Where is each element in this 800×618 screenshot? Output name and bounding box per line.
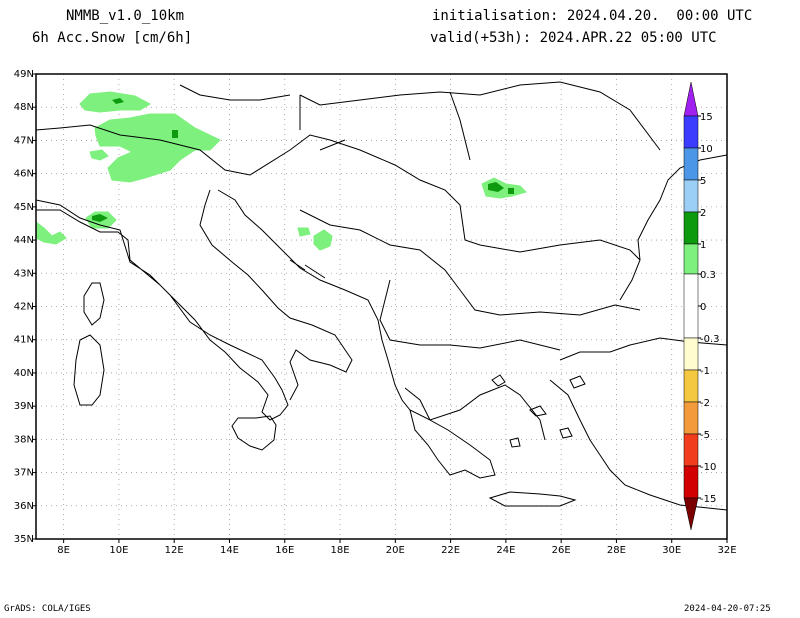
island-3 <box>559 427 573 439</box>
colorbar-label: -5 <box>700 430 710 441</box>
lon-tick-label: 28E <box>607 545 626 556</box>
lat-tick-label: 45N <box>14 202 34 213</box>
borders-north <box>179 84 471 161</box>
snow-area-alps-west <box>89 149 109 161</box>
lat-tick-label: 46N <box>14 169 34 180</box>
snow-core-alps-2 <box>172 130 178 138</box>
lon-tick-label: 32E <box>717 545 736 556</box>
snow-area-w-alps <box>36 221 67 245</box>
colorbar-label: 5 <box>700 176 706 187</box>
colorbar-segment <box>683 273 699 339</box>
corsica-coastline <box>83 282 105 326</box>
colorbar-segment <box>683 401 699 435</box>
snow-area-alps-main <box>94 113 221 183</box>
sardinia-coastline <box>73 334 105 406</box>
colorbar-label: 0.3 <box>700 270 716 281</box>
sicily-coastline <box>231 415 277 451</box>
snow-core-wcarp <box>508 188 514 194</box>
colorbar-label: 1 <box>700 240 706 251</box>
lat-tick-label: 35N <box>14 534 34 545</box>
lon-tick-label: 8E <box>57 545 70 556</box>
colorbar-segment <box>683 433 699 467</box>
colorbar-bottom-arrow <box>683 497 699 531</box>
lat-tick-label: 37N <box>14 468 34 479</box>
lon-tick-label: 30E <box>662 545 681 556</box>
lon-tick-label: 12E <box>165 545 184 556</box>
borders-south <box>379 279 561 351</box>
lon-tick-label: 14E <box>220 545 239 556</box>
colorbar-label: 10 <box>700 144 713 155</box>
colorbar-label: -0.3 <box>700 334 720 345</box>
field-title: 6h Acc.Snow [cm/6h] <box>32 30 193 46</box>
colorbar-segment <box>683 147 699 181</box>
turkey-coastline <box>549 337 727 511</box>
crete-coastline <box>488 491 577 507</box>
lat-tick-label: 42N <box>14 302 34 313</box>
lat-tick-label: 41N <box>14 335 34 346</box>
lat-tick-label: 38N <box>14 434 34 445</box>
colorbar-top-arrow <box>683 81 699 117</box>
island-2 <box>529 405 547 417</box>
colorbar: 15 10 5 2 1 0.3 0 -0.3 -1 -2 -5 -10 -15 <box>683 81 720 531</box>
footer-right: 2024-04-20-07:25 <box>684 604 771 614</box>
colorbar-segment <box>683 115 699 149</box>
lat-tick-labels: 35N 36N 37N 38N 39N 40N 41N 42N 43N 44N 45N 46N 47N 4… <box>14 69 36 545</box>
colorbar-label: 2 <box>700 208 706 219</box>
lon-tick-label: 10E <box>109 545 128 556</box>
borders-danube <box>299 81 661 151</box>
model-title: NMMB_v1.0_10km <box>66 8 185 24</box>
lat-tick-label: 49N <box>14 69 34 80</box>
colorbar-segment <box>683 179 699 213</box>
lat-tick-label: 48N <box>14 102 34 113</box>
snow-area-dinaric <box>297 227 311 237</box>
island-6 <box>289 139 346 279</box>
italy-coastline <box>36 199 289 421</box>
colorbar-segment <box>683 337 699 371</box>
lon-tick-label: 20E <box>386 545 405 556</box>
lat-tick-label: 40N <box>14 368 34 379</box>
colorbar-segment <box>683 211 699 245</box>
snow-core-carpathians <box>488 182 504 192</box>
lon-tick-labels: 8E 10E 12E 14E 16E 18E 20E 22E 24E 26E 28E 30E 32E <box>57 539 737 556</box>
lat-tick-label: 43N <box>14 268 34 279</box>
lon-tick-label: 22E <box>441 545 460 556</box>
colorbar-label: -10 <box>700 462 716 473</box>
island-4 <box>509 437 521 448</box>
colorbar-segment <box>683 369 699 403</box>
colorbar-label: -15 <box>700 494 716 505</box>
greece-coastline <box>404 387 496 479</box>
italy-east-coast <box>199 189 353 401</box>
colorbar-segment <box>683 465 699 499</box>
snow-area-montenegro <box>313 229 333 251</box>
island-5 <box>569 375 586 389</box>
valid-time: valid(+53h): 2024.APR.22 05:00 UTC <box>430 30 717 46</box>
island-1 <box>491 374 506 387</box>
init-time: initialisation: 2024.04.20. 00:00 UTC <box>432 8 753 24</box>
balkan-coast <box>217 189 546 441</box>
colorbar-label: -2 <box>700 398 710 409</box>
lon-tick-label: 24E <box>496 545 515 556</box>
snow-core-ligurian <box>92 214 108 222</box>
snow-core-alps-1 <box>112 98 124 104</box>
colorbar-label: -1 <box>700 366 710 377</box>
lat-tick-label: 44N <box>14 235 34 246</box>
lon-tick-label: 26E <box>552 545 571 556</box>
borders-balkans <box>299 209 641 316</box>
lon-tick-label: 16E <box>275 545 294 556</box>
colorbar-label: 0 <box>700 302 706 313</box>
snow-fields <box>36 91 527 251</box>
lat-tick-label: 39N <box>14 401 34 412</box>
borders-central <box>36 124 641 261</box>
lon-tick-label: 18E <box>331 545 350 556</box>
colorbar-label: 15 <box>700 112 713 123</box>
footer-left: GrADS: COLA/IGES <box>4 604 91 614</box>
lat-tick-label: 47N <box>14 135 34 146</box>
lat-tick-label: 36N <box>14 501 34 512</box>
colorbar-segment <box>683 243 699 275</box>
